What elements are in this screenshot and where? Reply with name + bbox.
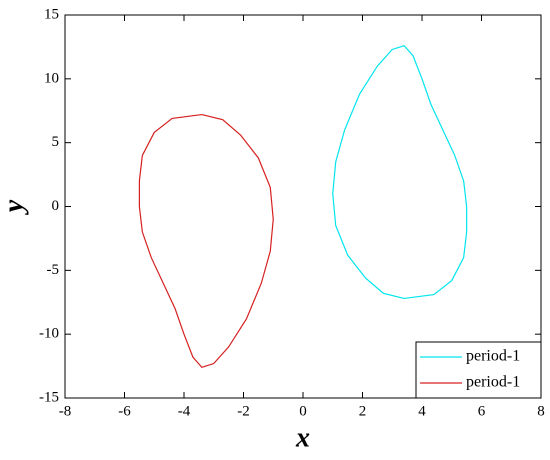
plot-frame (64, 14, 542, 399)
series-line (332, 44, 468, 300)
x-tick-label: -6 (118, 403, 131, 419)
y-tick-label: -15 (39, 389, 59, 405)
y-tick-label: 10 (44, 70, 59, 86)
y-tick-label: -10 (39, 326, 59, 342)
x-tick-label: -2 (237, 403, 250, 419)
y-tick-label: 0 (52, 198, 60, 214)
x-tick-label: 8 (537, 403, 545, 419)
x-tick-label: 4 (418, 403, 426, 419)
legend-label: period-1 (466, 348, 520, 365)
x-tick-label: -4 (178, 403, 191, 419)
x-axis-title: x (295, 422, 310, 453)
y-tick-label: 15 (44, 6, 59, 22)
series-line (138, 113, 274, 369)
x-tick-label: -8 (59, 403, 72, 419)
y-tick-label: -5 (47, 262, 60, 278)
legend-label: period-1 (466, 374, 520, 391)
x-tick-label: 0 (299, 403, 307, 419)
x-tick-label: 2 (359, 403, 367, 419)
y-tick-label: 5 (52, 134, 60, 150)
x-tick-label: 6 (478, 403, 486, 419)
legend-box (415, 341, 542, 399)
y-axis-title: y (0, 199, 29, 215)
